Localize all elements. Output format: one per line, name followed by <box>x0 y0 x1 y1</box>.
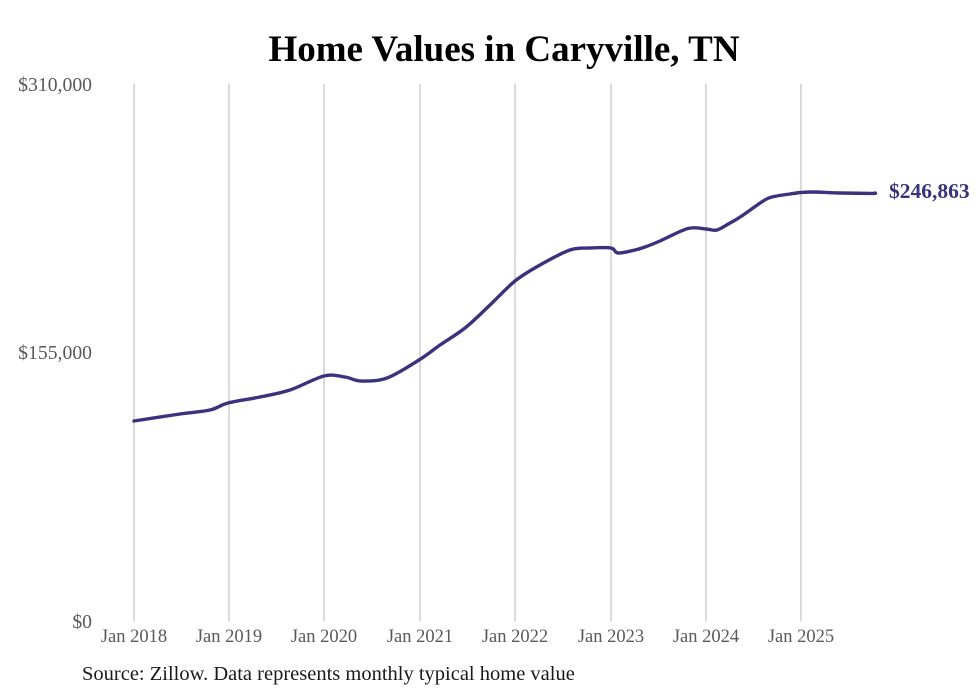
svg-text:$246,863: $246,863 <box>889 179 970 203</box>
svg-text:Jan 2020: Jan 2020 <box>291 627 357 647</box>
svg-text:Jan 2021: Jan 2021 <box>387 627 453 647</box>
svg-text:Jan 2022: Jan 2022 <box>482 627 548 647</box>
svg-text:Jan 2024: Jan 2024 <box>673 627 739 647</box>
svg-text:Jan 2018: Jan 2018 <box>101 627 167 647</box>
svg-text:$155,000: $155,000 <box>18 342 92 364</box>
svg-text:$310,000: $310,000 <box>18 74 92 96</box>
svg-text:Jan 2025: Jan 2025 <box>768 627 834 647</box>
svg-text:$0: $0 <box>72 611 92 633</box>
svg-text:Jan 2023: Jan 2023 <box>578 627 644 647</box>
svg-text:Jan 2019: Jan 2019 <box>196 627 262 647</box>
